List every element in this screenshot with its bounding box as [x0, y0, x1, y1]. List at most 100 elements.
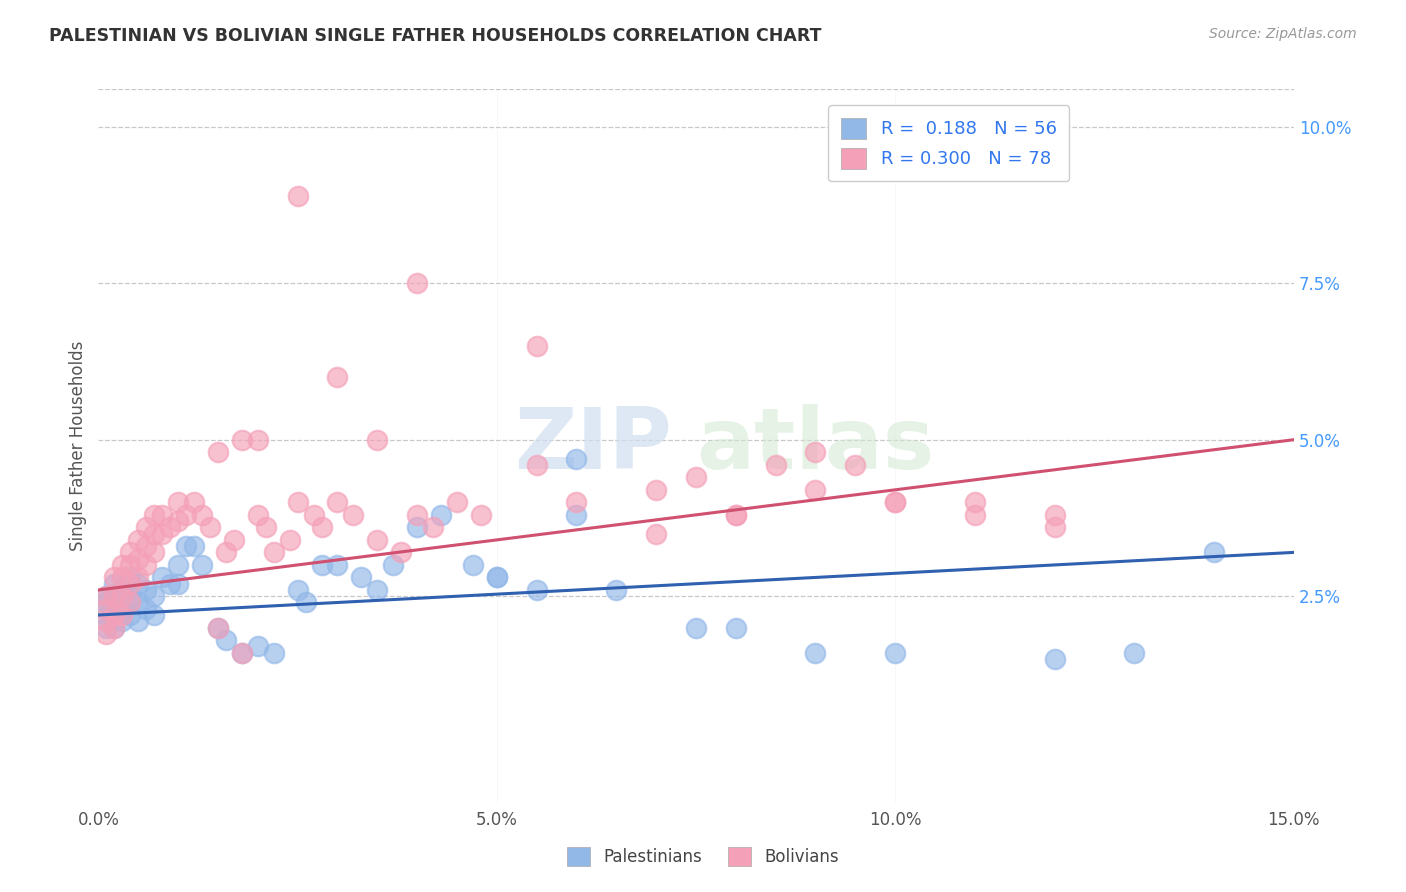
- Point: [645, 526, 668, 541]
- Point: [96, 614, 118, 628]
- Point: [143, 508, 166, 522]
- Point: [167, 576, 190, 591]
- Point: [724, 508, 747, 522]
- Point: [103, 576, 125, 591]
- Point: [963, 508, 986, 522]
- Point: [127, 576, 149, 591]
- Point: [111, 570, 134, 584]
- Point: [422, 520, 444, 534]
- Point: [1043, 508, 1066, 522]
- Point: [135, 539, 157, 553]
- Point: [366, 533, 388, 547]
- Point: [207, 621, 229, 635]
- Point: [461, 558, 484, 572]
- Point: [103, 607, 125, 622]
- Point: [198, 520, 221, 534]
- Point: [765, 458, 787, 472]
- Point: [804, 646, 827, 660]
- Point: [120, 576, 142, 591]
- Point: [111, 614, 134, 628]
- Point: [96, 607, 118, 622]
- Point: [326, 495, 349, 509]
- Point: [96, 595, 118, 609]
- Point: [159, 576, 181, 591]
- Point: [278, 533, 301, 547]
- Point: [231, 646, 253, 660]
- Point: [342, 508, 364, 522]
- Point: [294, 595, 316, 609]
- Point: [103, 589, 125, 603]
- Point: [526, 339, 548, 353]
- Point: [311, 558, 333, 572]
- Point: [406, 520, 429, 534]
- Point: [246, 640, 269, 654]
- Point: [103, 570, 125, 584]
- Point: [645, 483, 668, 497]
- Point: [103, 595, 125, 609]
- Point: [470, 508, 492, 522]
- Point: [96, 589, 118, 603]
- Point: [159, 520, 181, 534]
- Point: [685, 621, 707, 635]
- Point: [191, 508, 214, 522]
- Point: [183, 539, 205, 553]
- Point: [127, 595, 149, 609]
- Point: [111, 582, 134, 597]
- Point: [120, 607, 142, 622]
- Point: [96, 621, 118, 635]
- Point: [96, 627, 118, 641]
- Text: ZIP: ZIP: [515, 404, 672, 488]
- Point: [263, 545, 285, 559]
- Point: [804, 483, 827, 497]
- Point: [167, 514, 190, 528]
- Point: [231, 646, 253, 660]
- Point: [111, 607, 134, 622]
- Point: [389, 545, 412, 559]
- Point: [724, 508, 747, 522]
- Point: [326, 558, 349, 572]
- Point: [174, 539, 197, 553]
- Point: [120, 558, 142, 572]
- Point: [207, 445, 229, 459]
- Point: [127, 614, 149, 628]
- Point: [150, 508, 173, 522]
- Point: [96, 589, 118, 603]
- Text: Source: ZipAtlas.com: Source: ZipAtlas.com: [1209, 27, 1357, 41]
- Point: [183, 495, 205, 509]
- Point: [1043, 520, 1066, 534]
- Point: [174, 508, 197, 522]
- Point: [263, 646, 285, 660]
- Point: [167, 495, 190, 509]
- Point: [302, 508, 325, 522]
- Point: [111, 558, 134, 572]
- Point: [430, 508, 453, 522]
- Point: [135, 582, 157, 597]
- Point: [103, 621, 125, 635]
- Point: [406, 277, 429, 291]
- Point: [1123, 646, 1146, 660]
- Point: [605, 582, 627, 597]
- Point: [406, 508, 429, 522]
- Point: [143, 545, 166, 559]
- Point: [120, 595, 142, 609]
- Point: [103, 607, 125, 622]
- Point: [884, 495, 907, 509]
- Point: [724, 621, 747, 635]
- Point: [135, 601, 157, 615]
- Point: [565, 508, 588, 522]
- Point: [231, 433, 253, 447]
- Point: [366, 433, 388, 447]
- Point: [526, 582, 548, 597]
- Text: PALESTINIAN VS BOLIVIAN SINGLE FATHER HOUSEHOLDS CORRELATION CHART: PALESTINIAN VS BOLIVIAN SINGLE FATHER HO…: [49, 27, 821, 45]
- Point: [350, 570, 373, 584]
- Point: [103, 621, 125, 635]
- Point: [207, 621, 229, 635]
- Point: [167, 558, 190, 572]
- Y-axis label: Single Father Households: Single Father Households: [69, 341, 87, 551]
- Point: [382, 558, 405, 572]
- Point: [311, 520, 333, 534]
- Point: [884, 646, 907, 660]
- Point: [120, 589, 142, 603]
- Point: [804, 445, 827, 459]
- Point: [111, 601, 134, 615]
